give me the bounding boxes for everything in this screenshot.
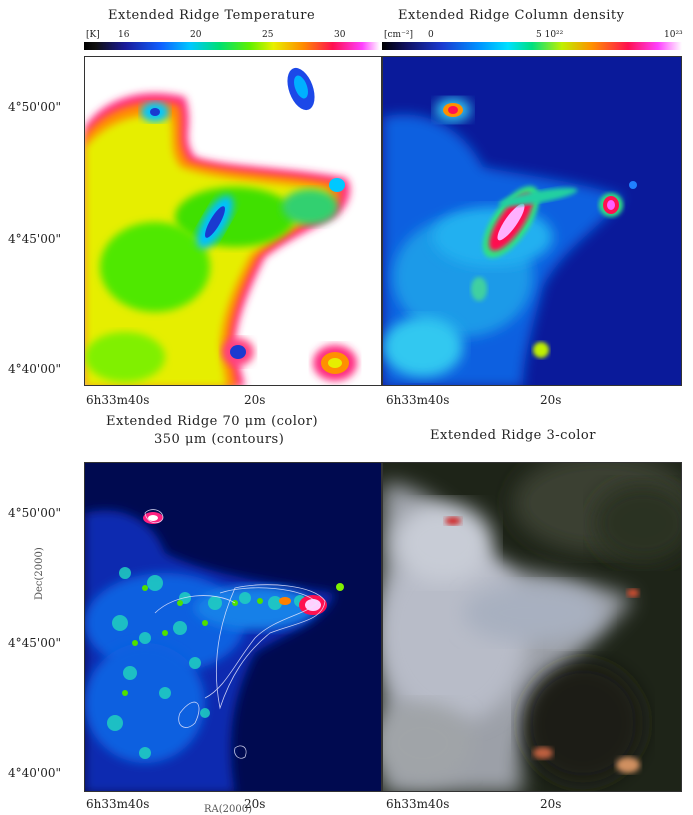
coldens-colorbar-unit: [cm⁻²] xyxy=(384,30,413,40)
coldens-tick-0: 0 xyxy=(428,30,434,40)
column-density-map xyxy=(382,56,682,386)
temperature-tick-25: 25 xyxy=(262,30,274,40)
seventy-micron-title: Extended Ridge 70 μm (color) xyxy=(106,414,319,429)
top-xtick-right-1: 6h33m40s xyxy=(386,393,450,407)
top-ytick-2: 4°45'00" xyxy=(8,232,61,246)
bottom-ytick-2: 4°45'00" xyxy=(8,636,61,650)
temperature-colorbar xyxy=(84,42,380,50)
temperature-map xyxy=(84,56,382,386)
three-color-map-image xyxy=(383,463,681,791)
bottom-xtick-left-1: 6h33m40s xyxy=(86,797,150,811)
top-xtick-left-1: 6h33m40s xyxy=(86,393,150,407)
column-density-map-image xyxy=(383,57,681,385)
column-density-title: Extended Ridge Column density xyxy=(398,8,625,23)
three-color-title: Extended Ridge 3-color xyxy=(430,428,596,443)
coldens-colorbar xyxy=(382,42,682,50)
three-fifty-micron-title: 350 μm (contours) xyxy=(154,432,285,447)
coldens-tick-10: 10²³ xyxy=(664,30,683,40)
temperature-tick-16: 16 xyxy=(118,30,130,40)
bottom-xtick-right-2: 20s xyxy=(540,797,562,811)
bottom-ytick-1: 4°50'00" xyxy=(8,506,61,520)
seventy-micron-map-image xyxy=(85,463,381,791)
seventy-micron-map xyxy=(84,462,382,792)
temperature-tick-20: 20 xyxy=(190,30,202,40)
ra-axis-label: RA(2000) xyxy=(204,804,253,815)
three-color-map xyxy=(382,462,682,792)
top-ytick-3: 4°40'00" xyxy=(8,362,61,376)
temperature-colorbar-unit: [K] xyxy=(86,30,100,40)
bottom-xtick-left-2: 20s xyxy=(244,797,266,811)
dec-axis-label: Dec(2000) xyxy=(34,547,45,600)
top-ytick-1: 4°50'00" xyxy=(8,100,61,114)
temperature-tick-30: 30 xyxy=(334,30,346,40)
top-xtick-left-2: 20s xyxy=(244,393,266,407)
coldens-tick-5: 5 10²² xyxy=(536,30,564,40)
bottom-ytick-3: 4°40'00" xyxy=(8,766,61,780)
top-xtick-right-2: 20s xyxy=(540,393,562,407)
temperature-map-image xyxy=(85,57,381,385)
bottom-xtick-right-1: 6h33m40s xyxy=(386,797,450,811)
temperature-title: Extended Ridge Temperature xyxy=(108,8,316,23)
